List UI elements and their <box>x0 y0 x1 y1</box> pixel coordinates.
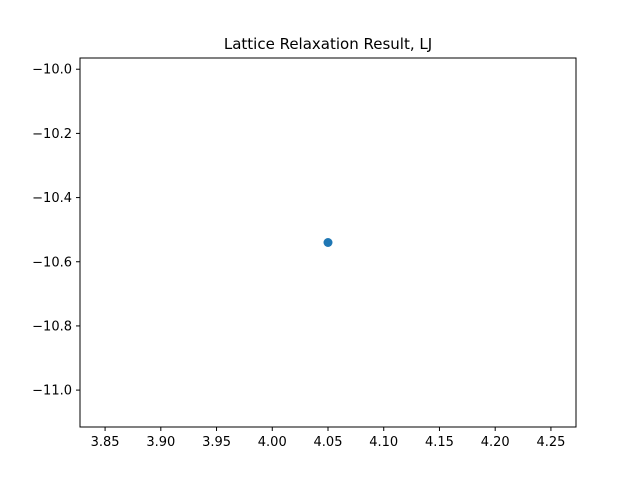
y-tick-label: −10.6 <box>32 255 72 270</box>
y-tick-label: −11.0 <box>32 384 72 399</box>
x-tick-label: 4.10 <box>369 435 398 450</box>
y-tick-label: −10.8 <box>32 319 72 334</box>
x-tick-label: 4.20 <box>481 435 510 450</box>
y-axis: −10.0 −10.2 −10.4 −10.6 −10.8 −11.0 <box>32 63 80 399</box>
x-tick-label: 4.15 <box>425 435 454 450</box>
x-tick-label: 3.85 <box>91 435 120 450</box>
y-tick-label: −10.2 <box>32 127 72 142</box>
y-tick-label: −10.4 <box>32 191 72 206</box>
data-point <box>323 238 333 247</box>
x-tick-label: 4.00 <box>258 435 287 450</box>
x-tick-label: 4.25 <box>536 435 565 450</box>
plot-frame <box>79 57 577 428</box>
y-tick-label: −10.0 <box>32 63 72 78</box>
x-axis: 3.85 3.90 3.95 4.00 4.05 4.10 4.15 4.20 4.25 <box>91 427 565 450</box>
x-tick-label: 3.95 <box>202 435 231 450</box>
chart-title: Lattice Relaxation Result, LJ <box>224 35 432 53</box>
x-tick-label: 4.05 <box>314 435 343 450</box>
x-tick-label: 3.90 <box>146 435 175 450</box>
data-points <box>323 238 333 247</box>
